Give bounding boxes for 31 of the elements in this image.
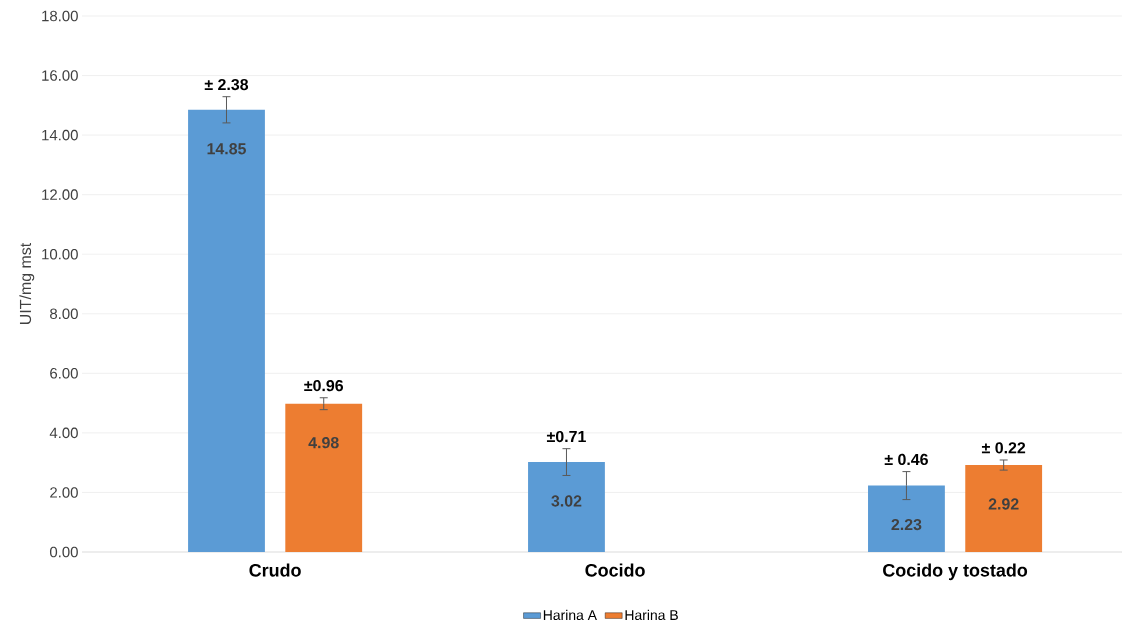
data-label: 14.85 [207,143,246,155]
annotation: ± 0.46 [884,453,928,466]
legend-label: Harina A [543,609,597,621]
y-tick-label: 4.00 [49,427,78,439]
y-tick-label: 0.00 [49,546,78,558]
legend-label: Harina B [625,609,678,621]
annotation: ±0.71 [546,430,586,443]
data-label: 2.23 [891,518,922,531]
data-label: 4.98 [308,437,339,449]
data-label: 3.02 [551,495,582,507]
data-label: 2.92 [988,498,1019,510]
y-tick-label: 10.00 [42,248,78,260]
x-tick-label: Cocido y tostado [883,563,1028,581]
annotation: ±0.96 [304,379,344,392]
bar [528,462,605,552]
x-tick-label: Crudo [249,563,301,577]
y-tick-label: 6.00 [50,368,78,379]
y-axis-title: UIT/mg mst [19,242,35,324]
bar [965,465,1043,552]
y-tick-label: 8.00 [50,308,78,320]
y-tick-label: 2.00 [50,487,78,498]
bar [285,403,363,552]
y-tick-label: 16.00 [42,70,78,81]
annotation: ± 0.22 [981,442,1026,454]
y-tick-label: 18.00 [42,10,78,22]
y-tick-label: 12.00 [42,189,78,200]
y-tick-label: 14.00 [42,129,78,141]
bar [188,109,265,552]
annotation: ± 2.38 [204,78,249,91]
bar [868,485,945,552]
x-tick-label: Cocido [585,563,645,577]
